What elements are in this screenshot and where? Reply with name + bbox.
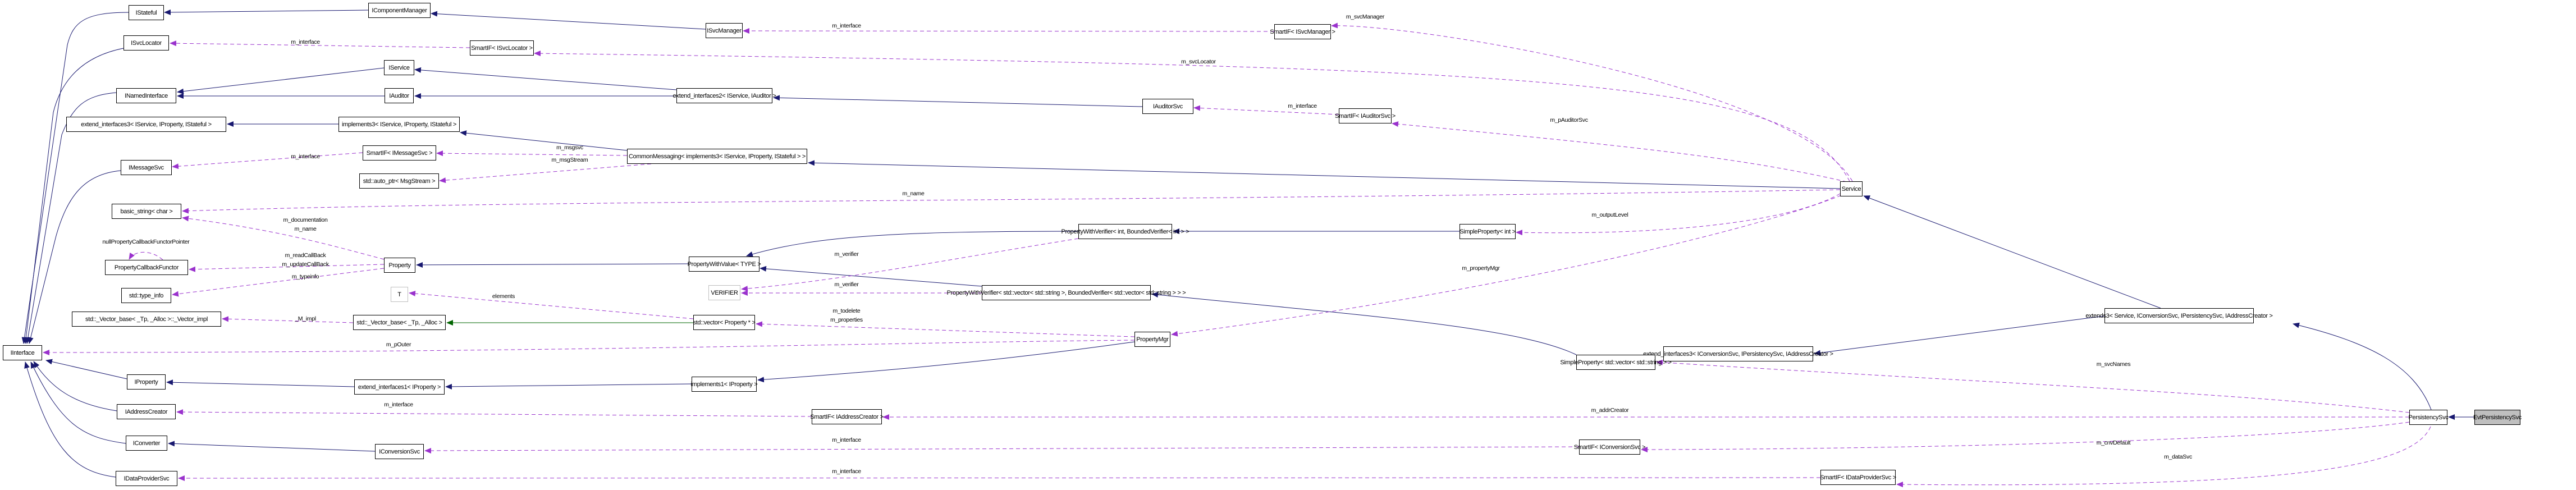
edge-label: m_readCallBack <box>285 252 326 259</box>
class-node-isvcmanager[interactable]: ISvcManager <box>706 23 743 38</box>
class-node-evtpersistencysvc[interactable]: EvtPersistencySvc <box>2473 410 2522 425</box>
edge-label: m_pOuter <box>386 341 411 348</box>
class-node-implements1[interactable]: implements1< IProperty > <box>691 377 758 392</box>
class-node-simpleproperty-vector[interactable]: SimpleProperty< std::vector< std::string… <box>1560 355 1672 370</box>
class-node-smartif-iauditorsvc[interactable]: SmartIF< IAuditorSvc > <box>1335 108 1395 123</box>
edge-label: m_msgsvc <box>556 144 583 151</box>
edge-label: m_cnvDefault <box>2096 439 2131 446</box>
edge-label: m_updateCallBack <box>282 261 329 268</box>
class-node-propertymgr[interactable]: PropertyMgr <box>1134 332 1170 347</box>
class-node-iinterface[interactable]: IInterface <box>3 345 42 360</box>
edge-label: m_interface <box>832 437 861 443</box>
edge-label: m_propertyMgr <box>1462 265 1500 272</box>
edge-label: m_svcManager <box>1346 13 1385 20</box>
edge-label: m_todelete <box>832 308 861 314</box>
class-node-pwv-vector[interactable]: PropertyWithVerifier< std::vector< std::… <box>947 285 1186 300</box>
class-node-type-info[interactable]: std::type_info <box>121 288 171 303</box>
edge-label: m_verifier <box>834 251 859 258</box>
class-node-isvclocator[interactable]: ISvcLocator <box>123 35 169 51</box>
class-node-verifier[interactable]: VERIFIER <box>708 285 740 300</box>
class-node-inamedinterface[interactable]: INamedInterface <box>116 88 176 103</box>
class-node-istateful[interactable]: IStateful <box>129 5 164 20</box>
class-node-extend-interfaces2[interactable]: extend_interfaces2< IService, IAuditor > <box>673 88 776 103</box>
edge-label: m_interface <box>832 468 861 475</box>
class-node-imessagesvc[interactable]: IMessageSvc <box>121 160 172 175</box>
class-node-smartif-isvcmanager[interactable]: SmartIF< ISvcManager > <box>1270 24 1335 39</box>
edge-label: m_interface <box>832 22 861 29</box>
class-node-iauditor[interactable]: IAuditor <box>385 88 414 103</box>
edge-label: m_name <box>902 190 925 197</box>
class-node-implements3[interactable]: implements3< IService, IProperty, IState… <box>338 117 460 132</box>
class-node-extends3[interactable]: extends3< Service, IConversionSvc, IPers… <box>2085 308 2273 323</box>
class-node-extend-interfaces3-cpa[interactable]: extend_interfaces3< IConversionSvc, IPer… <box>1643 346 1833 361</box>
class-node-auto-ptr-msgstream[interactable]: std::auto_ptr< MsgStream > <box>359 173 439 189</box>
class-node-idataprovidersvc[interactable]: IDataProviderSvc <box>116 471 177 486</box>
edge-label: m_addrCreator <box>1591 407 1629 414</box>
class-node-pwv-int[interactable]: PropertyWithVerifier< int, BoundedVerifi… <box>1061 224 1189 239</box>
class-node-vector-property[interactable]: std::vector< Property * > <box>693 315 756 330</box>
class-node-t[interactable]: T <box>391 287 408 302</box>
edge-label: m_interface <box>384 401 413 408</box>
class-node-iconverter[interactable]: IConverter <box>126 436 167 451</box>
class-node-basic-string[interactable]: basic_string< char > <box>112 204 181 219</box>
class-node-property[interactable]: Property <box>384 258 415 273</box>
edge-label: m_verifier <box>834 281 859 288</box>
class-node-iservice[interactable]: IService <box>384 60 414 75</box>
class-node-smartif-iaddresscreator[interactable]: SmartIF< IAddressCreator > <box>810 409 884 424</box>
class-node-iconversionsvc[interactable]: IConversionSvc <box>375 444 424 459</box>
edge-label: m_dataSvc <box>2164 454 2192 460</box>
class-node-propertycallbackfunctor[interactable]: PropertyCallbackFunctor <box>105 260 188 275</box>
edge-label: m_pAuditorSvc <box>1550 117 1588 123</box>
class-node-extend-interfaces3-sps[interactable]: extend_interfaces3< IService, IProperty,… <box>66 117 226 132</box>
class-node-smartif-idataprovidersvc[interactable]: SmartIF< IDataProviderSvc > <box>1820 470 1896 485</box>
class-node-iproperty[interactable]: IProperty <box>127 374 166 390</box>
class-node-service[interactable]: Service <box>1840 181 1863 196</box>
edge-label: m_msgStream <box>551 157 588 163</box>
class-node-simpleproperty-int[interactable]: SimpleProperty< int > <box>1459 224 1516 239</box>
class-node-smartif-isvclocator[interactable]: SmartIF< ISvcLocator > <box>470 40 534 56</box>
edge-label: m_interface <box>291 39 320 45</box>
edge-label: m_name <box>294 226 317 232</box>
class-node-iauditorsvc[interactable]: IAuditorSvc <box>1142 99 1193 114</box>
class-node-vector-base[interactable]: std::_Vector_base< _Tp, _Alloc > <box>353 315 446 330</box>
edge-label: m_properties <box>830 317 863 323</box>
edge-label: elements <box>492 293 515 300</box>
class-node-iaddresscreator[interactable]: IAddressCreator <box>117 404 176 419</box>
class-node-commonmessaging[interactable]: CommonMessaging< implements3< IService, … <box>627 149 807 164</box>
edge-label: m_documentation <box>283 217 328 223</box>
class-node-smartif-iconversionsvc[interactable]: SmartIF< IConversionSvc > <box>1574 439 1646 455</box>
class-node-icomponentmanager[interactable]: IComponentManager <box>368 3 431 18</box>
edge-label: m_interface <box>1288 103 1317 109</box>
class-node-persistencysvc[interactable]: PersistencySvc <box>2409 410 2449 425</box>
class-node-vector-impl[interactable]: std::_Vector_base< _Tp, _Alloc >::_Vecto… <box>72 312 221 327</box>
class-node-extend-interfaces1[interactable]: extend_interfaces1< IProperty > <box>354 379 445 395</box>
edge-label: m_outputLevel <box>1591 212 1628 218</box>
edge-label: m_svcNames <box>2096 361 2131 368</box>
edge-label: _M_impl <box>295 315 316 322</box>
class-node-propertywithvalue[interactable]: PropertyWithValue< TYPE > <box>688 257 761 272</box>
edge-label: nullPropertyCallbackFunctorPointer <box>102 239 190 245</box>
edge-label: m_typeinfo <box>291 273 319 280</box>
class-node-smartif-imessagesvc[interactable]: SmartIF< IMessageSvc > <box>363 145 436 161</box>
edge-label: m_interface <box>291 153 320 160</box>
edge-label: m_svcLocator <box>1181 58 1216 65</box>
